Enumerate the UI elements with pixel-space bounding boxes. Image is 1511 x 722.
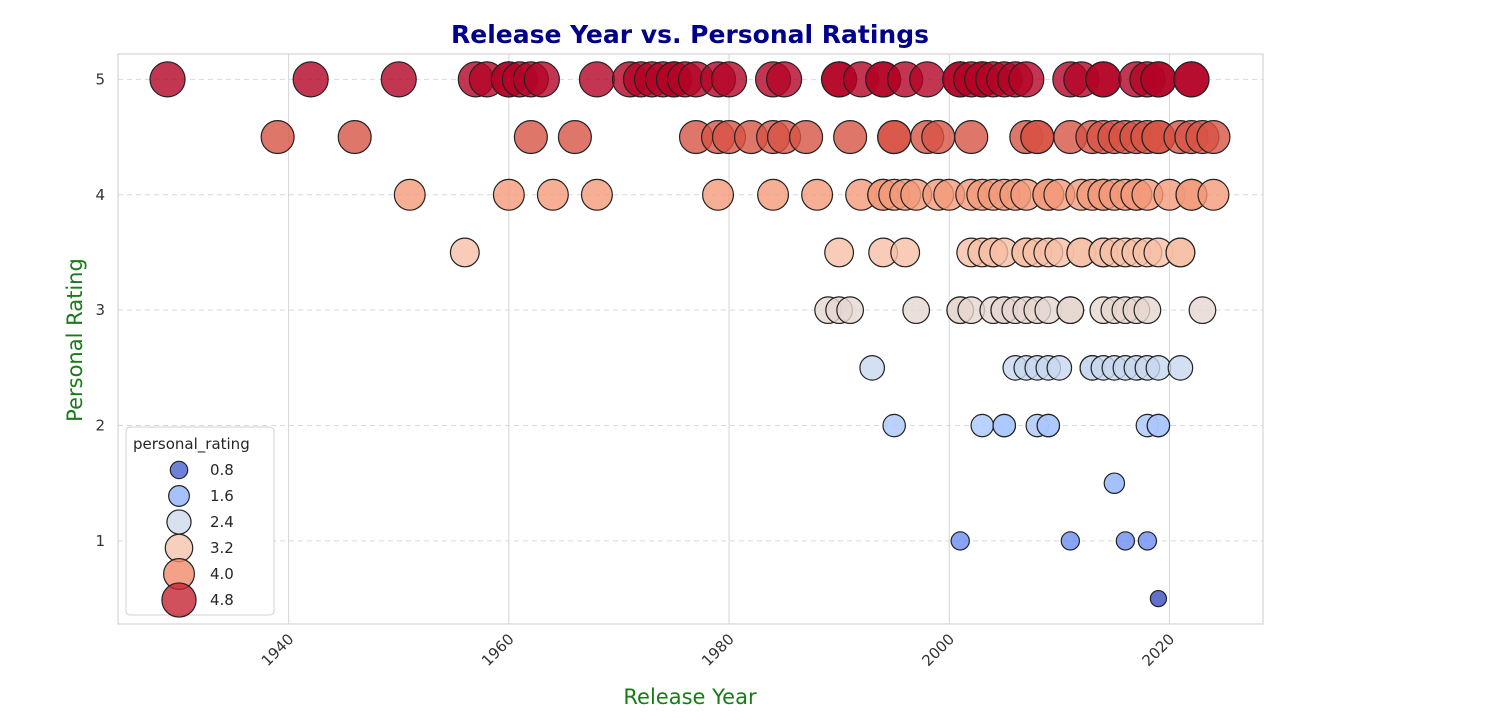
data-point [1149,589,1168,608]
data-point [260,120,295,155]
data-point [1060,531,1081,551]
data-point [1165,237,1196,268]
data-points [149,61,1231,608]
y-tick-label: 3 [95,301,105,319]
data-point [859,354,886,381]
data-point [757,178,790,211]
data-point [1188,296,1217,325]
data-point [833,120,868,155]
x-tick-label: 1960 [478,630,518,670]
data-point [1085,61,1122,98]
data-point [1197,178,1230,211]
data-point [578,61,616,98]
legend-marker [164,533,194,563]
data-point [992,413,1017,438]
x-tick-label: 1940 [258,630,298,670]
legend-entries: 0.8 1.6 2.4 3.2 4.0 4.8 [161,460,234,618]
data-point [523,61,560,98]
data-point [950,531,970,551]
data-point [1115,531,1136,551]
legend-box [125,426,275,616]
legend: personal_rating 0.8 1.6 2.4 3.2 4.0 4.8 [125,426,275,618]
legend-marker [161,582,197,618]
data-point [1140,61,1177,98]
data-point [877,120,912,155]
data-point [702,178,735,211]
y-axis-ticks: 1 2 3 4 5 [95,70,105,550]
data-point [1145,354,1172,381]
data-point [890,237,921,268]
legend-label: 1.6 [210,487,234,505]
data-point [536,178,569,211]
data-point [449,237,480,268]
y-tick-label: 4 [95,186,105,204]
data-point [492,178,525,211]
x-axis-ticks: 1940 1960 1980 2000 2020 [258,630,1178,670]
data-point [1008,61,1045,98]
x-tick-label: 2000 [918,630,958,670]
data-point [710,61,748,98]
data-point [149,61,186,98]
data-point [1036,413,1061,438]
data-point [765,61,803,98]
y-tick-label: 2 [95,417,105,435]
data-point [557,120,592,155]
y-tick-label: 5 [95,70,105,88]
data-point [970,413,995,438]
x-tick-label: 2020 [1139,630,1179,670]
data-point [1137,531,1158,551]
data-point [801,178,834,211]
x-tick-label: 1980 [698,630,738,670]
legend-marker [166,509,192,535]
legend-marker [168,485,190,507]
data-point [836,296,865,325]
data-point [1046,354,1073,381]
data-point [580,178,613,211]
data-point [909,61,946,98]
data-point [902,296,931,325]
data-point [882,413,906,438]
data-point [380,61,417,98]
data-point [1020,120,1055,155]
y-axis-label: Personal Rating [63,258,87,422]
data-point [824,237,855,268]
data-point [292,61,329,98]
x-axis-label: Release Year [623,685,757,709]
data-point [1103,472,1126,494]
data-point [954,120,989,155]
data-point [513,120,548,155]
legend-label: 3.2 [210,539,234,557]
data-point [1146,413,1171,438]
data-point [789,120,824,155]
data-point [1173,61,1210,98]
data-point [1133,296,1162,325]
data-point [337,120,372,155]
chart-title: Release Year vs. Personal Ratings [451,20,929,49]
y-tick-label: 1 [95,532,105,550]
legend-label: 4.8 [210,591,234,609]
legend-marker [169,460,189,480]
data-point [1056,296,1085,325]
legend-label: 0.8 [210,461,234,479]
legend-label: 4.0 [210,565,234,583]
legend-title: personal_rating [133,435,250,454]
data-point [1167,354,1194,381]
data-point [921,120,956,155]
data-point [1196,120,1231,155]
legend-label: 2.4 [210,513,234,531]
data-point [393,178,426,211]
